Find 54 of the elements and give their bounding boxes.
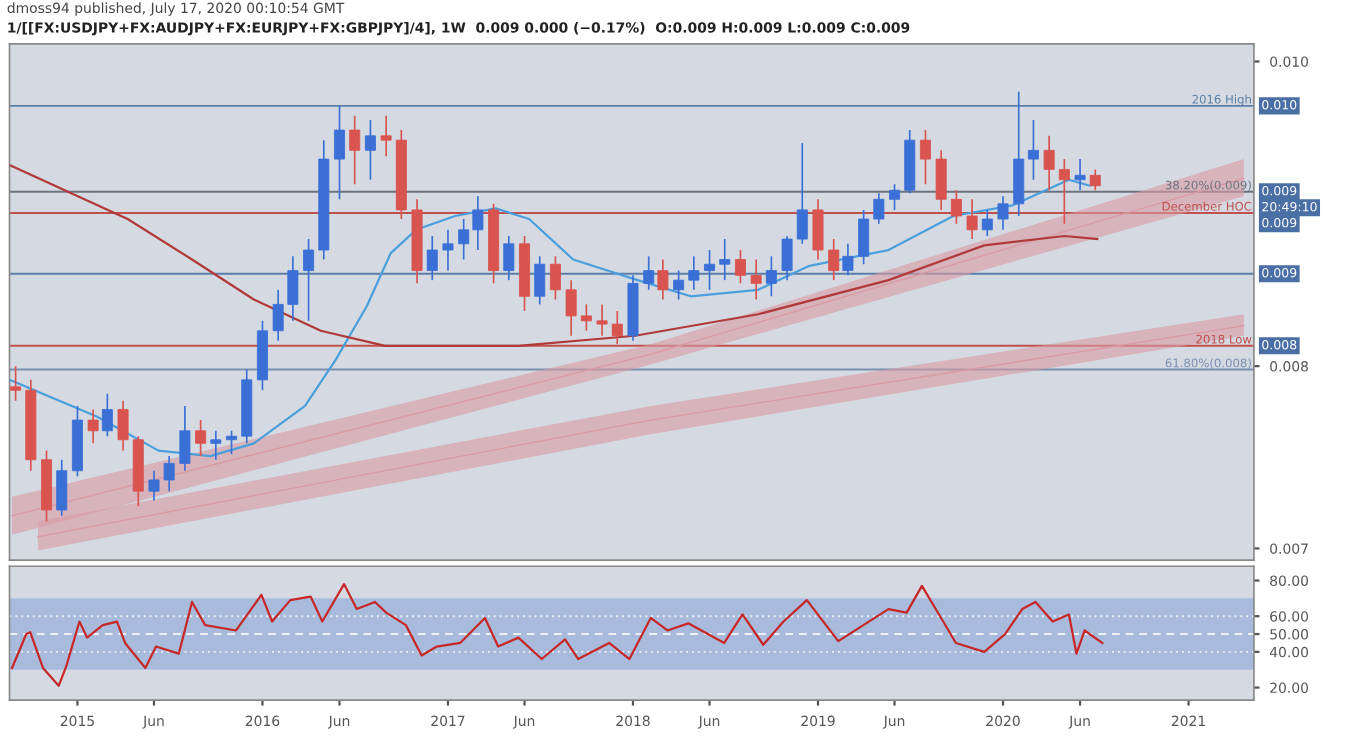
candlestick (87, 408, 99, 445)
candlestick (303, 238, 315, 322)
candlestick (426, 235, 438, 281)
candlestick (210, 429, 222, 461)
candlestick (842, 242, 854, 277)
candlestick (966, 198, 978, 240)
candlestick (1058, 158, 1070, 225)
candlestick (981, 209, 993, 237)
candlestick (226, 429, 238, 456)
candlestick (781, 235, 793, 281)
candlestick (1089, 168, 1101, 192)
candlestick (950, 189, 962, 225)
candlestick (534, 255, 546, 306)
candlestick (1043, 134, 1055, 192)
candlestick (873, 192, 885, 225)
candlestick (765, 255, 777, 298)
candlestick (812, 198, 824, 261)
candlestick (935, 149, 947, 211)
candlestick (195, 419, 207, 457)
candlestick (179, 405, 191, 472)
candlestick (734, 249, 746, 285)
candlestick (828, 238, 840, 281)
candlestick (596, 303, 608, 337)
candlestick (1027, 119, 1039, 181)
candlestick (10, 365, 22, 402)
line-series (10, 582, 1104, 687)
candlestick (56, 458, 68, 517)
line-series (9, 163, 1099, 347)
candlestick (549, 255, 561, 301)
candlestick (442, 228, 454, 272)
candlestick (919, 129, 931, 186)
candlestick (889, 183, 901, 211)
candlestick (364, 119, 376, 181)
candlestick (117, 399, 129, 452)
candlestick (643, 255, 655, 291)
candlestick (858, 209, 870, 266)
candlestick (704, 249, 716, 291)
candlestick (673, 269, 685, 301)
candlestick (349, 114, 361, 186)
candlestick (719, 238, 731, 281)
candlestick (565, 279, 577, 337)
candlestick (688, 255, 700, 291)
candlestick (796, 142, 808, 245)
candlestick (997, 195, 1009, 231)
candlestick (334, 105, 345, 201)
candlestick (611, 310, 623, 345)
candlestick (1074, 158, 1086, 192)
candlestick (750, 258, 762, 301)
candlestick (503, 235, 515, 281)
candlestick (380, 114, 392, 157)
candlestick (1013, 91, 1025, 217)
candlestick (580, 303, 592, 332)
candlestick (657, 258, 669, 301)
candlestick (101, 392, 113, 438)
